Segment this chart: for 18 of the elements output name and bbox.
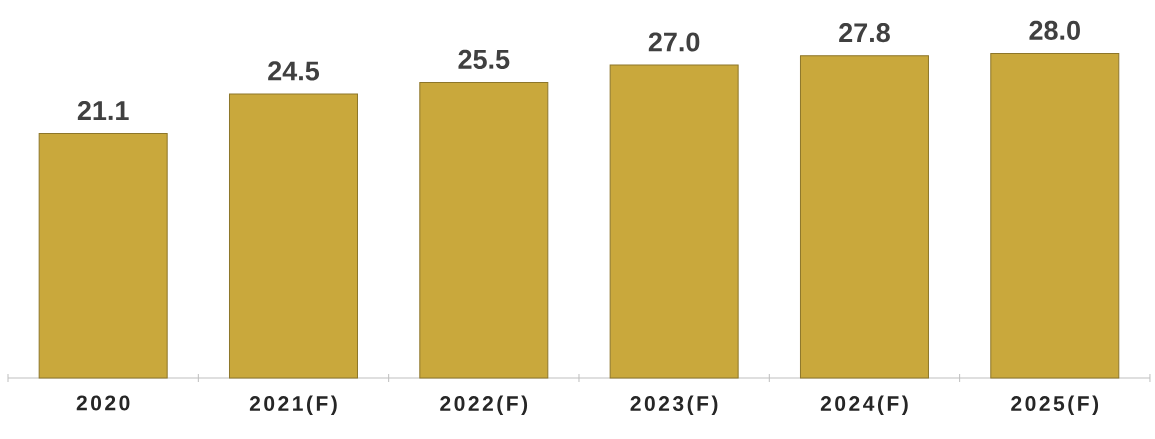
data-label: 21.1	[77, 101, 129, 120]
x-tick-label: 2023(F)	[630, 395, 718, 416]
bar	[228, 93, 358, 379]
x-tick-label: 2020	[76, 395, 130, 411]
data-label: 24.5	[268, 61, 320, 81]
bar	[990, 52, 1120, 379]
data-label: 27.8	[839, 23, 890, 43]
data-label: 27.0	[648, 32, 700, 52]
x-tick-label: 2021(F)	[249, 395, 337, 416]
x-tick-label: 2022(F)	[440, 395, 528, 416]
bar	[609, 64, 739, 379]
bar	[419, 81, 549, 379]
data-label: 28.0	[1029, 20, 1080, 40]
data-label: 25.5	[458, 49, 510, 69]
x-tick-label: 2024(F)	[820, 395, 908, 416]
x-tick-label: 2025(F)	[1011, 395, 1099, 416]
bar	[799, 55, 929, 379]
bar	[38, 132, 168, 379]
